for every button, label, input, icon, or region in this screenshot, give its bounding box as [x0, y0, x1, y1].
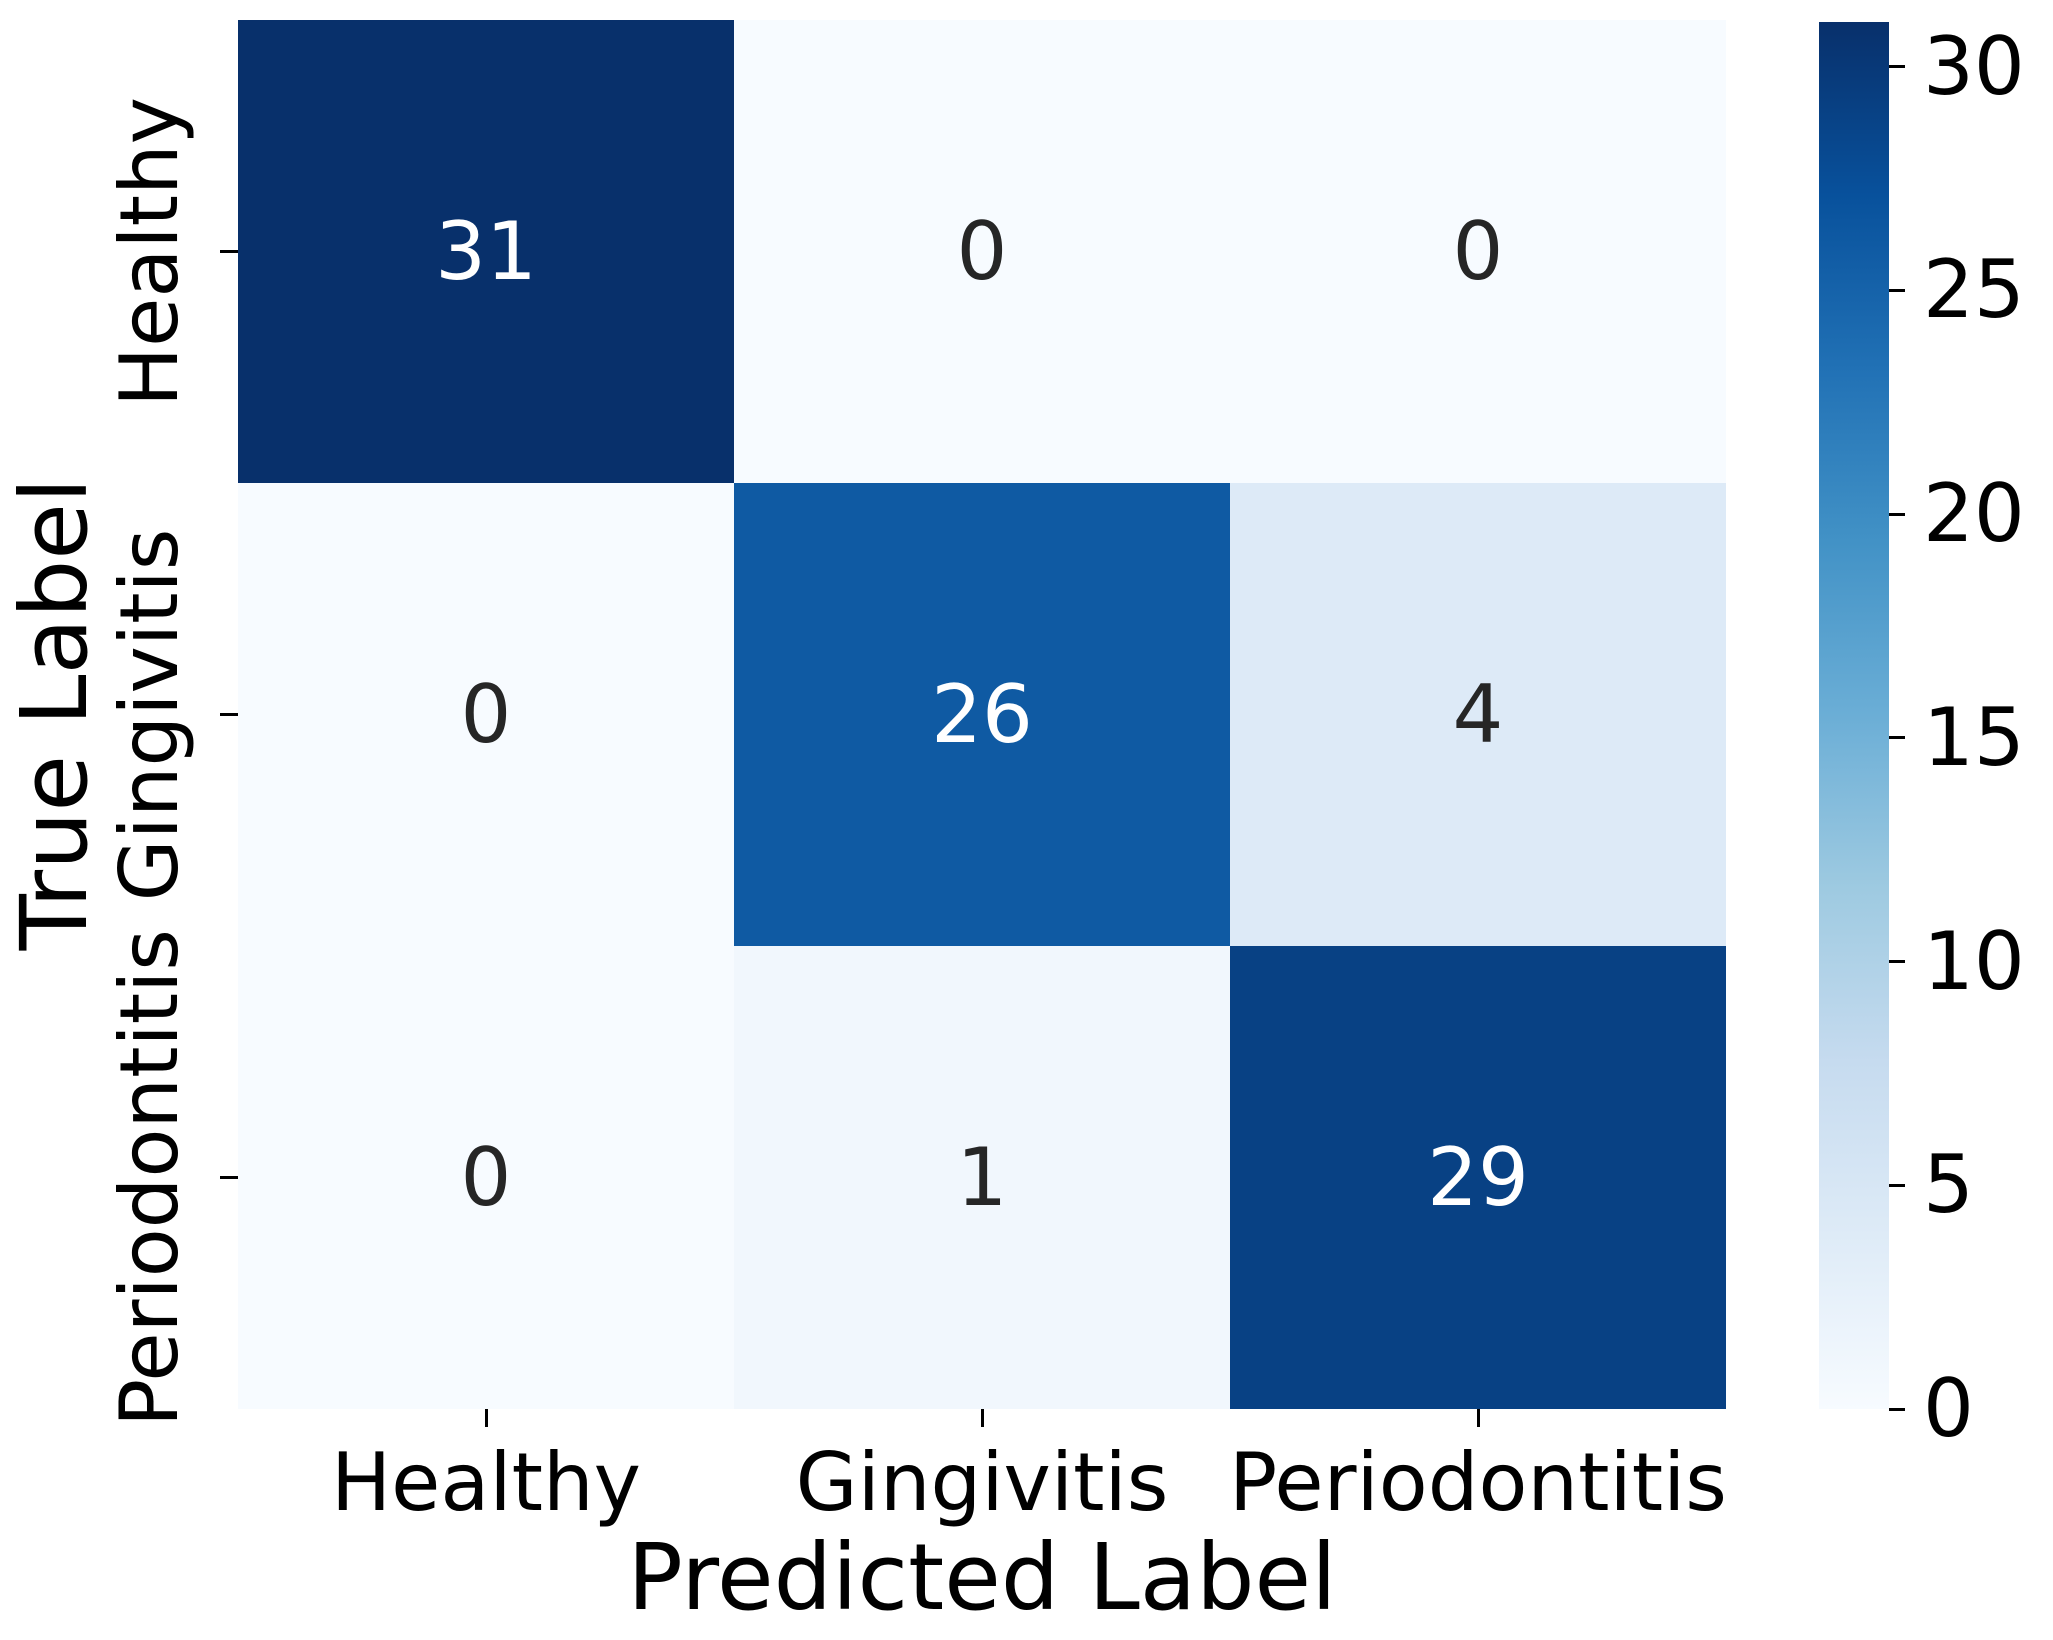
- colorbar-tick-mark: [1889, 960, 1905, 964]
- x-tick-label: Healthy: [330, 1436, 642, 1529]
- colorbar-tick-label: 5: [1923, 1138, 1974, 1232]
- colorbar-tick-mark: [1889, 288, 1905, 292]
- colorbar-tick-mark: [1889, 512, 1905, 516]
- heatmap-cell: 4: [1230, 483, 1726, 946]
- colorbar-tick-mark: [1889, 65, 1905, 69]
- x-tick-label: Gingivitis: [795, 1436, 1169, 1529]
- colorbar: [1819, 22, 1889, 1409]
- colorbar-tick-label: 20: [1923, 467, 2025, 561]
- y-tick-mark: [220, 713, 238, 716]
- colorbar-tick-label: 30: [1923, 19, 2025, 113]
- heatmap-cell: 31: [238, 20, 734, 483]
- heatmap-cell: 0: [238, 483, 734, 946]
- y-tick-mark: [220, 250, 238, 253]
- heatmap-cell: 1: [734, 946, 1230, 1409]
- y-axis-label: True Label: [1, 477, 108, 951]
- heatmap-cell: 0: [734, 20, 1230, 483]
- colorbar-tick-mark: [1889, 736, 1905, 740]
- heatmap-cell: 26: [734, 483, 1230, 946]
- y-tick-label: Healthy: [103, 96, 196, 407]
- x-tick-mark: [980, 1409, 984, 1427]
- y-tick-label: Gingivitis: [103, 528, 196, 901]
- heatmap-cell: 0: [238, 946, 734, 1409]
- colorbar-tick-label: 10: [1923, 914, 2025, 1008]
- colorbar-tick-mark: [1889, 1183, 1905, 1187]
- y-tick-label: Periodontitis: [103, 928, 196, 1427]
- heatmap-cell: 0: [1230, 20, 1726, 483]
- y-tick-mark: [220, 1176, 238, 1179]
- colorbar-tick-label: 25: [1923, 243, 2025, 337]
- confusion-matrix-heatmap: 31 0 0 0 26 4 0 1 29: [238, 20, 1726, 1409]
- x-tick-mark: [1476, 1409, 1480, 1427]
- colorbar-tick-mark: [1889, 1407, 1905, 1411]
- heatmap-cell: 29: [1230, 946, 1726, 1409]
- colorbar-tick-label: 0: [1923, 1362, 1974, 1455]
- x-tick-label: Periodontitis: [1229, 1436, 1727, 1529]
- x-tick-mark: [484, 1409, 488, 1427]
- colorbar-tick-label: 15: [1923, 690, 2025, 784]
- x-axis-label: Predicted Label: [627, 1524, 1337, 1631]
